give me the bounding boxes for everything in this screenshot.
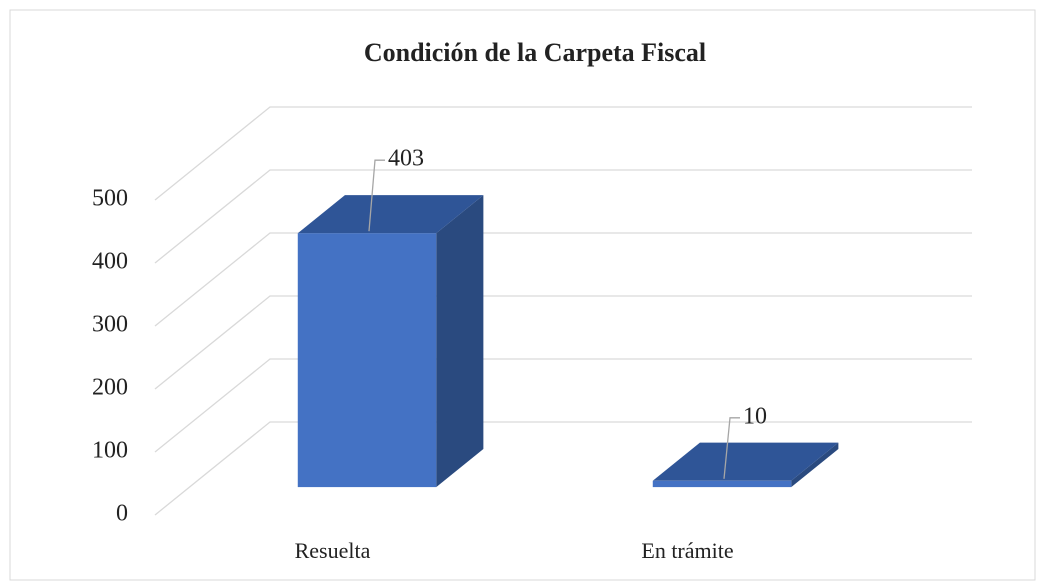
- grid-line: [154, 358, 972, 453]
- grid-line: [154, 169, 972, 264]
- x-tick-label: En trámite: [641, 538, 733, 563]
- y-tick-label: 300: [92, 312, 128, 338]
- grid-line: [154, 295, 972, 390]
- chart-border: [9, 9, 1036, 581]
- grid-line: [154, 232, 972, 327]
- data-label: 403: [388, 146, 424, 172]
- y-tick-label: 400: [92, 249, 128, 275]
- data-label: 10: [743, 403, 767, 429]
- leader-line: [723, 417, 740, 479]
- bar-top: [652, 442, 839, 481]
- bar-side: [436, 195, 484, 488]
- grid-line: [154, 106, 972, 201]
- bar: [297, 233, 437, 488]
- y-tick-label: 200: [92, 375, 128, 401]
- chart-title: Condición de la Carpeta Fiscal: [364, 38, 706, 67]
- bar-side: [791, 442, 839, 488]
- leader-line: [368, 159, 385, 232]
- grid-line: [154, 421, 972, 516]
- bar: [652, 480, 792, 488]
- x-tick-label: Resuelta: [295, 538, 371, 563]
- y-tick-label: 0: [116, 501, 128, 527]
- bar-top: [297, 195, 484, 234]
- y-tick-label: 100: [92, 438, 128, 464]
- y-tick-label: 500: [92, 186, 128, 212]
